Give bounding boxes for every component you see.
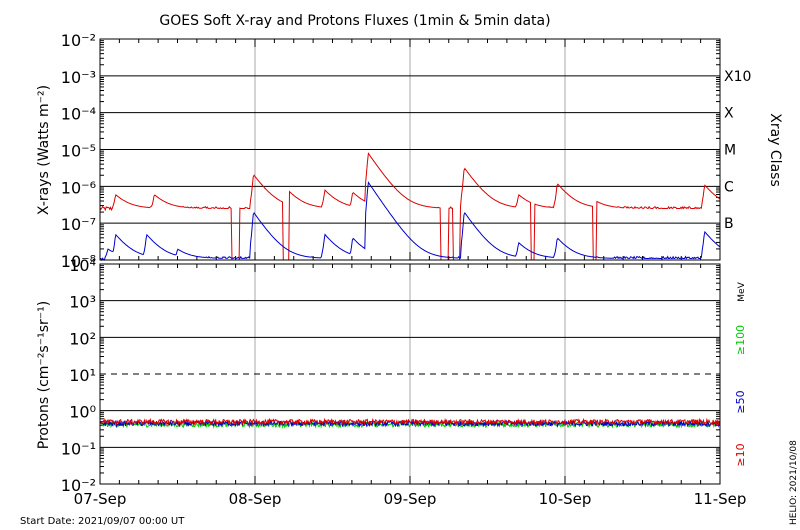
protons-ytick-label: 10⁴ xyxy=(69,256,96,275)
xray-series-red xyxy=(99,152,721,261)
protons-ytick-label: 10⁻² xyxy=(61,476,96,495)
protons-unit-label: MeV xyxy=(737,281,747,301)
xray-ytick-label: 10⁻⁷ xyxy=(61,215,96,234)
protons-ytick-label: 10⁰ xyxy=(69,403,96,422)
xray-class-axis-title: Xray Class xyxy=(767,113,783,187)
xray-class-label: M xyxy=(724,143,736,159)
protons-plot-frame xyxy=(99,263,721,485)
xray-class-label: X10 xyxy=(724,69,751,85)
protons-ytick-label: 10⁻¹ xyxy=(61,439,96,458)
xray-ytick-label: 10⁻⁸ xyxy=(61,252,96,271)
protons-ytick-label: 10¹ xyxy=(69,366,96,385)
x-axis-date-label: 08-Sep xyxy=(229,490,282,508)
chart-title: GOES Soft X-ray and Protons Fluxes (1min… xyxy=(159,13,550,29)
x-axis-date-label: 11-Sep xyxy=(694,490,747,508)
xray-ytick-label: 10⁻⁶ xyxy=(61,178,96,197)
protons-y-axis-title: Protons (cm⁻²s⁻¹sr⁻¹) xyxy=(36,301,52,450)
protons-legend-label: ≥50 xyxy=(734,390,747,413)
x-axis-date-label: 10-Sep xyxy=(539,490,592,508)
xray-series-blue xyxy=(99,181,721,262)
protons-legend-label: ≥100 xyxy=(734,325,747,355)
protons-ytick-label: 10² xyxy=(69,329,96,348)
xray-panel: 10⁻⁸ 10⁻⁷ 10⁻⁶ 10⁻⁵ 10⁻⁴ 10⁻³ 10⁻² B C M X X10 Xray … xyxy=(36,31,783,271)
protons-legend-label: ≥10 xyxy=(734,443,747,466)
x-axis-date-label: 09-Sep xyxy=(384,490,437,508)
xray-class-label: X xyxy=(724,106,734,122)
xray-class-label: C xyxy=(724,179,734,195)
xray-ytick-label: 10⁻³ xyxy=(61,68,96,87)
xray-ytick-label: 10⁻⁵ xyxy=(61,142,96,161)
helio-credit-label: HELIO: 2021/10/08 xyxy=(789,440,799,525)
protons-series-red xyxy=(99,417,721,427)
xray-ytick-label: 10⁻⁴ xyxy=(61,105,96,124)
xray-ytick-label: 10⁻² xyxy=(61,31,96,50)
protons-series-green xyxy=(99,420,721,429)
protons-panel: 10⁻² 10⁻¹ 10⁰ 10¹ 10² 10³ 10⁴ Protons (cm⁻²s⁻¹s… xyxy=(36,256,747,508)
xray-plot-frame xyxy=(99,38,721,261)
xray-y-axis-title: X-rays (Watts m⁻²) xyxy=(36,85,52,215)
xray-class-label: B xyxy=(724,216,734,232)
start-date-label: Start Date: 2021/09/07 00:00 UT xyxy=(20,516,185,527)
x-axis-date-label: 07-Sep xyxy=(74,490,127,508)
protons-ytick-label: 10³ xyxy=(69,293,96,312)
